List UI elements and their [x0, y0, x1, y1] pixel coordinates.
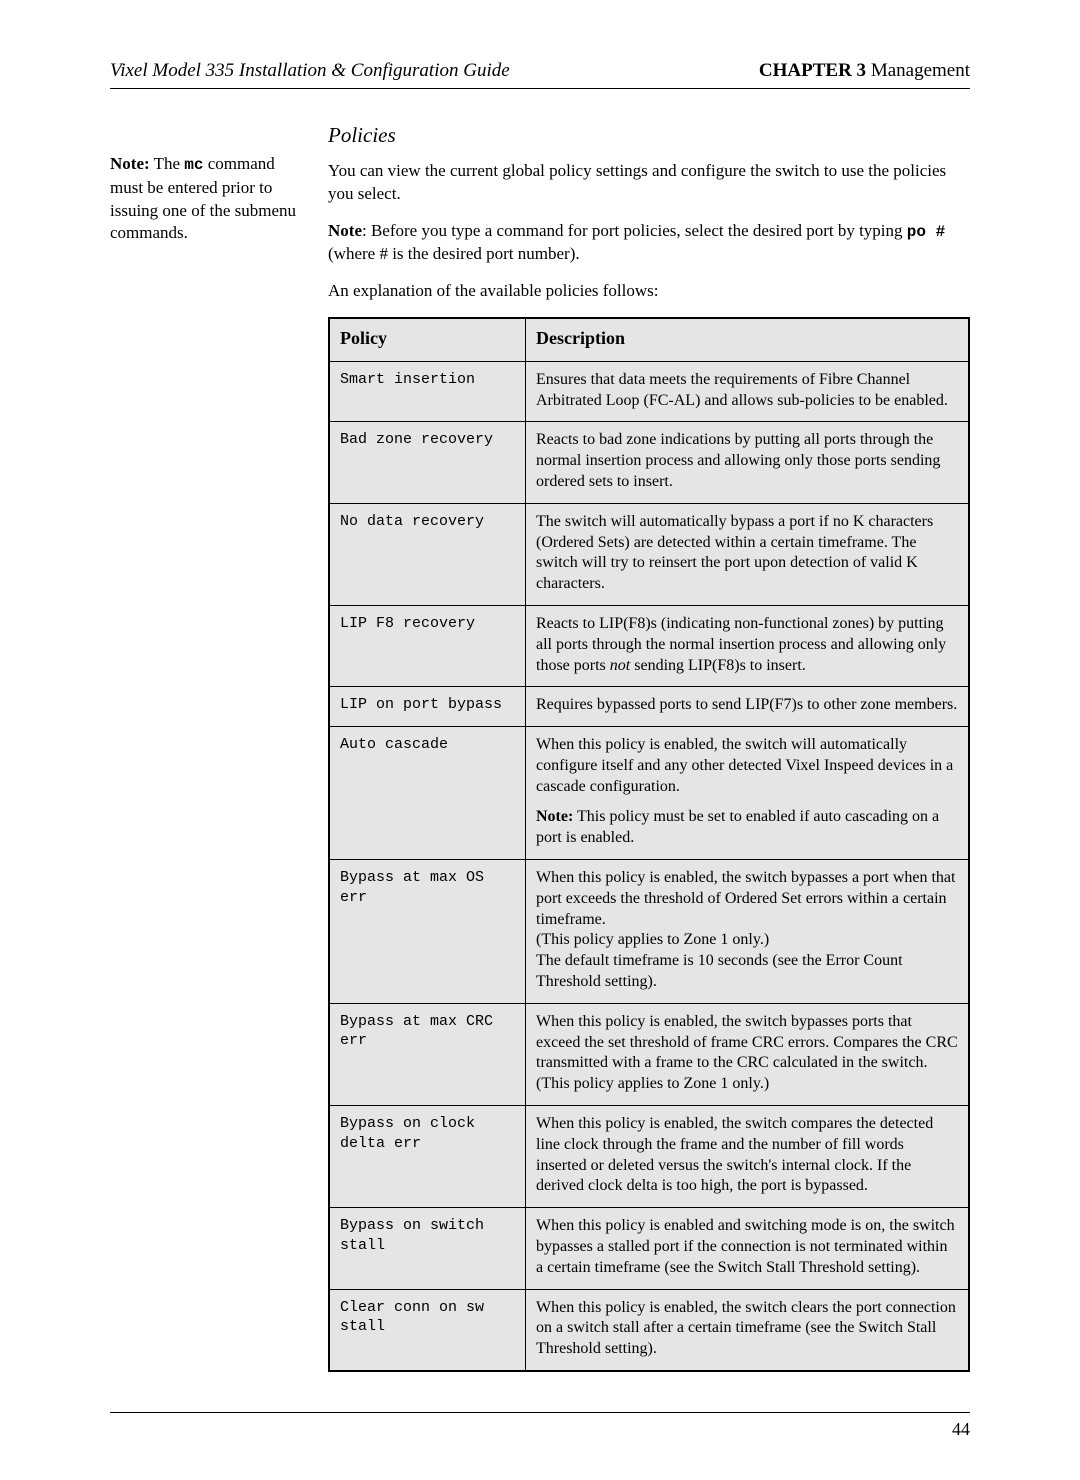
policy-description-cell: When this policy is enabled, the switch … — [526, 1003, 970, 1105]
table-row: Bypass on switch stallWhen this policy i… — [329, 1208, 969, 1289]
table-row: LIP F8 recoveryReacts to LIP(F8)s (indic… — [329, 605, 969, 686]
explanation-paragraph: An explanation of the available policies… — [328, 280, 970, 303]
policy-name-cell: Bad zone recovery — [329, 422, 526, 503]
policy-description-cell: Reacts to LIP(F8)s (indicating non-funct… — [526, 605, 970, 686]
policy-description-cell: When this policy is enabled, the switch … — [526, 727, 970, 860]
section-title: Policies — [328, 123, 970, 148]
note-text-2: (where # is the desired port number). — [328, 244, 580, 263]
policy-name-cell: Bypass on clock delta err — [329, 1106, 526, 1208]
table-header-row: Policy Description — [329, 318, 969, 361]
policy-description-cell: When this policy is enabled and switchin… — [526, 1208, 970, 1289]
sidenote-label: Note: — [110, 154, 150, 173]
table-row: Auto cascadeWhen this policy is enabled,… — [329, 727, 969, 860]
policy-name-cell: Auto cascade — [329, 727, 526, 860]
page-footer: 44 — [110, 1412, 970, 1440]
page: Vixel Model 335 Installation & Configura… — [0, 0, 1080, 1480]
chapter-name: Management — [866, 60, 970, 81]
chapter-label: CHAPTER 3 — [759, 60, 866, 81]
policy-name-cell: Clear conn on sw stall — [329, 1289, 526, 1371]
table-row: Clear conn on sw stallWhen this policy i… — [329, 1289, 969, 1371]
note-paragraph: Note: Before you type a command for port… — [328, 220, 970, 267]
table-row: Bad zone recoveryReacts to bad zone indi… — [329, 422, 969, 503]
policy-name-cell: Smart insertion — [329, 361, 526, 422]
main-column: Policies You can view the current global… — [328, 123, 970, 1372]
policy-description-cell: Reacts to bad zone indications by puttin… — [526, 422, 970, 503]
sidenote-pre: The — [150, 154, 185, 173]
header-left: Vixel Model 335 Installation & Configura… — [110, 60, 510, 82]
table-row: Bypass on clock delta errWhen this polic… — [329, 1106, 969, 1208]
policy-description-cell: The switch will automatically bypass a p… — [526, 503, 970, 605]
table-row: No data recoveryThe switch will automati… — [329, 503, 969, 605]
side-note: Note: The mc command must be entered pri… — [110, 123, 300, 245]
policy-description-cell: Ensures that data meets the requirements… — [526, 361, 970, 422]
policy-name-cell: Bypass at max CRC err — [329, 1003, 526, 1105]
policy-description-cell: When this policy is enabled, the switch … — [526, 1289, 970, 1371]
table-row: LIP on port bypassRequires bypassed port… — [329, 687, 969, 727]
table-header-policy: Policy — [329, 318, 526, 361]
policy-description-cell: When this policy is enabled, the switch … — [526, 1106, 970, 1208]
policy-name-cell: LIP F8 recovery — [329, 605, 526, 686]
intro-paragraph: You can view the current global policy s… — [328, 160, 970, 206]
policy-name-cell: Bypass at max OS err — [329, 860, 526, 1004]
note-label: Note — [328, 221, 362, 240]
note-text-1: : Before you type a command for port pol… — [362, 221, 907, 240]
policy-name-cell: No data recovery — [329, 503, 526, 605]
policy-name-cell: Bypass on switch stall — [329, 1208, 526, 1289]
page-header: Vixel Model 335 Installation & Configura… — [110, 60, 970, 89]
policy-description-cell: Requires bypassed ports to send LIP(F7)s… — [526, 687, 970, 727]
policy-table: Policy Description Smart insertionEnsure… — [328, 317, 970, 1372]
sidenote-mono: mc — [184, 156, 203, 174]
note-mono: po # — [907, 223, 945, 241]
content-row: Note: The mc command must be entered pri… — [110, 123, 970, 1372]
table-row: Smart insertionEnsures that data meets t… — [329, 361, 969, 422]
table-row: Bypass at max OS errWhen this policy is … — [329, 860, 969, 1004]
header-right: CHAPTER 3 Management — [759, 60, 970, 82]
policy-name-cell: LIP on port bypass — [329, 687, 526, 727]
table-row: Bypass at max CRC errWhen this policy is… — [329, 1003, 969, 1105]
policy-description-cell: When this policy is enabled, the switch … — [526, 860, 970, 1004]
page-number: 44 — [952, 1419, 970, 1439]
table-header-description: Description — [526, 318, 970, 361]
